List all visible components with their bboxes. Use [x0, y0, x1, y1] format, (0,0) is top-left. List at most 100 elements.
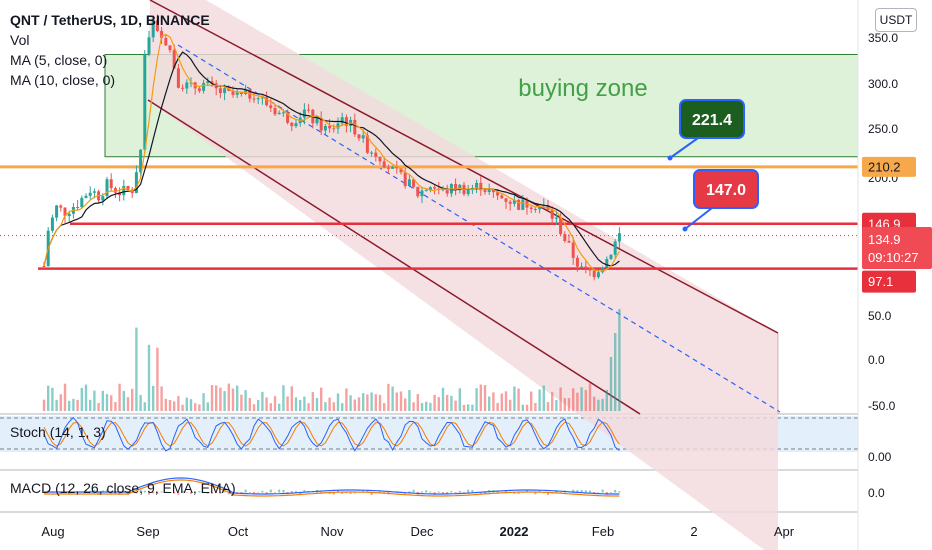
candle-body: [584, 266, 588, 268]
volume-bar: [210, 385, 214, 411]
volume-bar: [299, 399, 302, 411]
macd-histogram-bar: [421, 491, 423, 493]
volume-bar: [131, 388, 134, 411]
candle-body: [491, 189, 495, 193]
candle-body: [336, 123, 340, 129]
volume-bar: [332, 402, 335, 411]
legend-volume[interactable]: Vol: [10, 32, 30, 48]
volume-bar: [353, 399, 356, 411]
macd-histogram-bar: [471, 490, 474, 493]
callout-resistance-box: [693, 169, 759, 209]
candle-body: [479, 182, 483, 191]
volume-bar: [462, 404, 466, 411]
volume-bar: [286, 396, 289, 411]
volume-bar: [513, 386, 516, 411]
macd-histogram-bar: [206, 492, 209, 494]
candle-body: [67, 213, 71, 217]
candle-body: [554, 217, 558, 219]
macd-histogram-bar: [614, 489, 617, 493]
macd-histogram-bar: [181, 490, 184, 493]
channel-midline: [177, 44, 781, 413]
volume-bar: [425, 401, 428, 411]
volume-bar: [189, 399, 193, 411]
volume-bar: [215, 385, 218, 411]
y-tick-label: 50.0: [868, 309, 892, 323]
candle-body: [454, 183, 458, 191]
volume-bar: [391, 386, 394, 411]
candle-body: [286, 112, 290, 123]
support-low-label-tag: [862, 270, 916, 293]
candle-body: [151, 20, 155, 38]
candle-body: [143, 54, 147, 150]
candle-body: [109, 179, 113, 189]
candle-body: [260, 97, 264, 99]
currency-button[interactable]: USDT: [875, 8, 917, 32]
volume-bar: [525, 404, 529, 411]
candle-body: [172, 50, 176, 69]
macd-histogram-bar: [337, 490, 339, 493]
legend-ma10[interactable]: MA (10, close, 0): [10, 72, 116, 88]
volume-bar: [362, 393, 365, 411]
volume-bar: [504, 391, 508, 411]
candle-body: [328, 125, 332, 129]
volume-bar: [110, 395, 113, 411]
buying-zone-label: buying zone: [518, 75, 647, 102]
volume-bar: [605, 389, 608, 411]
macd-histogram-bar: [425, 490, 428, 493]
volume-bar: [236, 385, 239, 411]
volume-bar: [315, 397, 319, 411]
volume-bar: [76, 399, 79, 411]
macd-histogram-bar: [408, 491, 411, 493]
macd-histogram-bar: [190, 492, 192, 494]
macd-histogram-bar: [526, 490, 528, 493]
volume-bar: [198, 404, 201, 411]
volume-bar: [555, 399, 558, 411]
volume-bar: [399, 391, 403, 411]
volume-bar: [534, 402, 537, 411]
legend-ma5[interactable]: MA (5, close, 0): [10, 52, 108, 68]
candle-body: [269, 105, 273, 109]
candle-body: [399, 168, 403, 173]
candle-body: [88, 192, 92, 196]
volume-bar: [601, 398, 604, 411]
legend-stoch[interactable]: Stoch (14, 1, 3): [10, 424, 106, 440]
candle-body: [483, 190, 487, 193]
volume-bar: [311, 392, 314, 411]
volume-bar: [496, 402, 499, 411]
legend-macd[interactable]: MACD (12, 26, close, 9, EMA, EMA): [10, 480, 236, 496]
candle-body: [294, 123, 298, 127]
callout-resistance-label: 147.0: [706, 182, 746, 199]
volume-bar: [290, 386, 293, 411]
volume-bar: [97, 403, 100, 411]
volume-bar: [500, 393, 503, 411]
macd-histogram-bar: [597, 491, 600, 493]
macd-histogram-bar: [349, 492, 352, 495]
macd-histogram-bar: [370, 492, 373, 495]
volume-bar: [588, 383, 592, 411]
macd-signal-line: [44, 479, 620, 497]
candle-body: [344, 117, 348, 126]
macd-histogram-bar: [618, 491, 621, 493]
candle-body: [412, 179, 416, 187]
countdown-value: 09:10:27: [868, 250, 919, 265]
candle-body: [42, 266, 46, 267]
macd-histogram-bar: [253, 492, 255, 495]
volume-bar: [135, 327, 138, 411]
macd-histogram-bar: [139, 489, 142, 493]
macd-histogram-bar: [143, 490, 146, 493]
x-tick-label: Aug: [41, 524, 64, 539]
volume-bar: [517, 388, 520, 411]
callout-zone-pointer: [669, 137, 699, 159]
macd-histogram-bar: [257, 492, 260, 493]
macd-histogram-bar: [219, 492, 222, 494]
candle-body: [580, 266, 584, 268]
volume-bar: [181, 404, 184, 411]
candle-body: [235, 92, 239, 95]
candle-body: [223, 88, 227, 94]
callout-zone-label: 221.4: [692, 112, 732, 129]
x-tick-label: Feb: [592, 524, 614, 539]
candle-body: [588, 267, 592, 271]
volume-bar: [551, 392, 554, 411]
volume-bar: [580, 387, 583, 411]
